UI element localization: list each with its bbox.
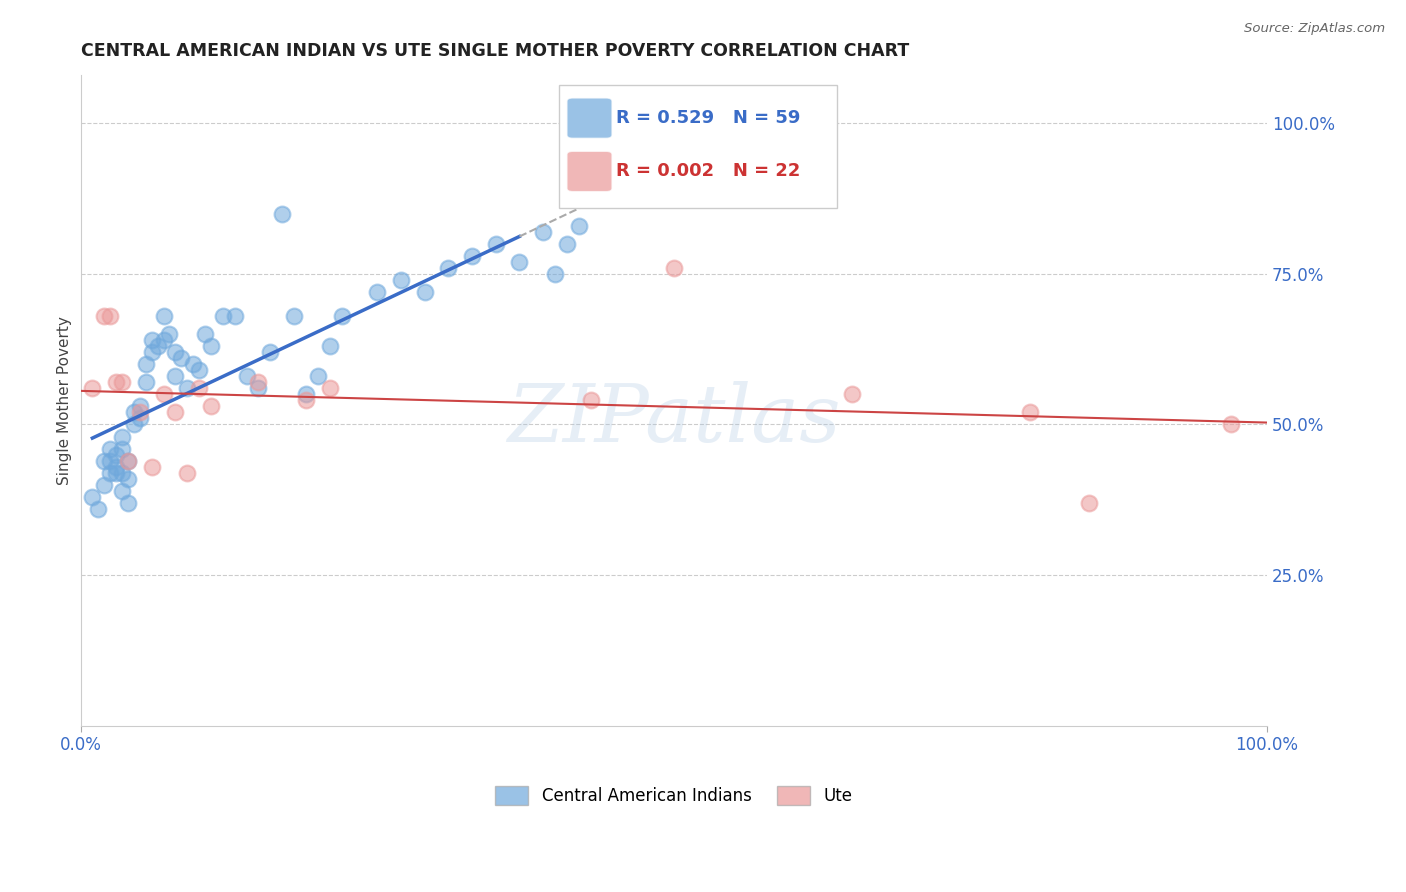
Point	[568, 219, 591, 233]
Point	[87, 501, 110, 516]
Point	[122, 417, 145, 432]
Point	[330, 309, 353, 323]
Y-axis label: Single Mother Poverty: Single Mother Poverty	[58, 316, 72, 485]
Point	[128, 400, 150, 414]
Point	[389, 273, 412, 287]
Point	[176, 466, 198, 480]
Point	[224, 309, 246, 323]
Point	[141, 333, 163, 347]
Point	[170, 351, 193, 366]
Point	[105, 376, 128, 390]
Point	[1220, 417, 1243, 432]
Point	[98, 309, 121, 323]
Point	[841, 387, 863, 401]
Point	[152, 387, 174, 401]
Point	[544, 267, 567, 281]
Point	[181, 357, 204, 371]
Point	[1018, 405, 1040, 419]
Point	[111, 376, 134, 390]
Point	[111, 483, 134, 498]
Point	[146, 339, 169, 353]
Point	[200, 400, 222, 414]
Point	[485, 236, 508, 251]
Point	[117, 453, 139, 467]
Point	[531, 225, 554, 239]
FancyBboxPatch shape	[567, 98, 612, 138]
Point	[176, 381, 198, 395]
Point	[508, 255, 530, 269]
Point	[141, 459, 163, 474]
Point	[93, 309, 115, 323]
Point	[152, 333, 174, 347]
FancyBboxPatch shape	[558, 85, 838, 208]
Point	[98, 453, 121, 467]
Point	[128, 411, 150, 425]
Text: CENTRAL AMERICAN INDIAN VS UTE SINGLE MOTHER POVERTY CORRELATION CHART: CENTRAL AMERICAN INDIAN VS UTE SINGLE MO…	[80, 42, 908, 60]
Text: Source: ZipAtlas.com: Source: ZipAtlas.com	[1244, 22, 1385, 36]
Point	[135, 357, 157, 371]
Point	[165, 345, 187, 359]
Point	[111, 429, 134, 443]
Point	[295, 387, 318, 401]
Point	[105, 459, 128, 474]
Point	[247, 381, 270, 395]
Point	[555, 236, 578, 251]
Point	[437, 260, 460, 275]
Point	[188, 381, 211, 395]
Point	[82, 490, 104, 504]
Point	[105, 466, 128, 480]
Point	[200, 339, 222, 353]
Point	[93, 477, 115, 491]
Point	[117, 472, 139, 486]
Point	[295, 393, 318, 408]
Point	[152, 309, 174, 323]
Point	[165, 369, 187, 384]
Point	[259, 345, 281, 359]
Point	[122, 405, 145, 419]
Point	[307, 369, 329, 384]
Point	[662, 260, 685, 275]
FancyBboxPatch shape	[567, 152, 612, 192]
Point	[318, 381, 340, 395]
Point	[117, 453, 139, 467]
Point	[194, 327, 217, 342]
Point	[579, 393, 602, 408]
Point	[235, 369, 257, 384]
Point	[318, 339, 340, 353]
Point	[141, 345, 163, 359]
Point	[105, 448, 128, 462]
Point	[98, 466, 121, 480]
Point	[461, 249, 484, 263]
Point	[271, 207, 294, 221]
Point	[1077, 496, 1099, 510]
Point	[283, 309, 305, 323]
Point	[165, 405, 187, 419]
Text: ZIPatlas: ZIPatlas	[508, 381, 841, 458]
Point	[247, 376, 270, 390]
Point	[82, 381, 104, 395]
Point	[111, 466, 134, 480]
Point	[135, 376, 157, 390]
Point	[117, 496, 139, 510]
Legend: Central American Indians, Ute: Central American Indians, Ute	[488, 780, 859, 812]
Point	[188, 363, 211, 377]
Point	[128, 405, 150, 419]
Point	[413, 285, 436, 299]
Point	[159, 327, 181, 342]
Point	[98, 442, 121, 456]
Text: R = 0.529   N = 59: R = 0.529 N = 59	[616, 109, 800, 128]
Point	[212, 309, 235, 323]
Text: R = 0.002   N = 22: R = 0.002 N = 22	[616, 162, 800, 180]
Point	[366, 285, 388, 299]
Point	[111, 442, 134, 456]
Point	[93, 453, 115, 467]
